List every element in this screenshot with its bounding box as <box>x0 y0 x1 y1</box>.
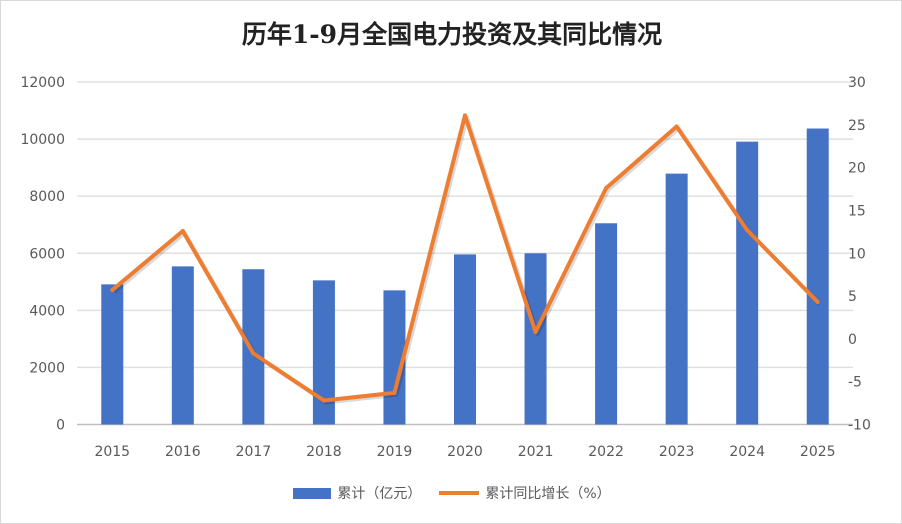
line-point-2021 <box>533 330 538 335</box>
x-tick-label: 2020 <box>447 444 483 460</box>
legend-item-bar: 累计（亿元） <box>293 483 421 503</box>
x-tick-label: 2024 <box>729 444 765 460</box>
line-point-2023 <box>674 124 679 129</box>
bar-2020 <box>454 254 476 425</box>
bar-2016 <box>171 266 194 425</box>
legend-label-bar: 累计（亿元） <box>337 486 422 502</box>
y-right-tick-label: 5 <box>848 289 857 305</box>
x-tick-label: 2017 <box>236 444 272 460</box>
y-right-tick-label: 0 <box>848 332 857 348</box>
line-point-2025 <box>815 300 820 305</box>
x-tick-label: 2025 <box>800 444 836 460</box>
y-right-tick-label: 20 <box>848 161 866 177</box>
line-point-2024 <box>745 228 750 233</box>
chart-title: 历年1-9月全国电力投资及其同比情况 <box>241 20 663 49</box>
x-tick-label: 2015 <box>94 444 130 460</box>
legend-item-line: 累计同比增长（%） <box>439 483 611 503</box>
y-left-tick-label: 8000 <box>29 189 65 205</box>
line-point-2017 <box>251 351 256 356</box>
y-left-tick-label: 2000 <box>29 360 65 376</box>
x-tick-label: 2023 <box>659 444 695 460</box>
legend: 累计（亿元） 累计同比增长（%） <box>1 483 901 503</box>
legend-label-line: 累计同比增长（%） <box>485 486 611 502</box>
bar-2025 <box>806 128 829 425</box>
x-tick-label: 2018 <box>306 444 342 460</box>
line-point-2016 <box>180 228 185 233</box>
y-right-tick-label: 30 <box>848 75 866 91</box>
y-left-tick-label: 12000 <box>20 75 65 91</box>
bar-2022 <box>595 223 618 425</box>
bar-2017 <box>242 269 265 425</box>
bar-2015 <box>101 284 124 425</box>
line-point-2020 <box>463 113 467 118</box>
bar-2024 <box>736 141 759 425</box>
line-point-2022 <box>604 186 609 191</box>
y-left-tick-label: 0 <box>56 418 65 434</box>
y-right-tick-label: -10 <box>848 418 871 434</box>
x-tick-label: 2021 <box>518 444 554 460</box>
legend-swatch-line <box>439 491 480 495</box>
y-left-tick-label: 10000 <box>20 132 65 148</box>
bar-2019 <box>383 290 406 425</box>
bar-2018 <box>312 280 335 425</box>
y-left-tick-label: 4000 <box>29 303 65 319</box>
bar-2023 <box>665 173 688 425</box>
line-point-2018 <box>321 398 326 403</box>
line-point-2015 <box>110 288 115 293</box>
y-right-tick-label: 10 <box>848 246 866 262</box>
y-right-tick-label: 15 <box>848 203 866 219</box>
y-right-tick-label: 25 <box>848 118 866 134</box>
bar-2021 <box>524 253 547 425</box>
x-tick-label: 2022 <box>588 444 624 460</box>
line-point-2019 <box>392 390 397 395</box>
x-tick-label: 2019 <box>377 444 413 460</box>
x-tick-label: 2016 <box>165 444 201 460</box>
y-left-tick-label: 6000 <box>29 246 65 262</box>
legend-swatch-bar <box>293 487 332 499</box>
y-right-tick-label: -5 <box>848 375 862 391</box>
